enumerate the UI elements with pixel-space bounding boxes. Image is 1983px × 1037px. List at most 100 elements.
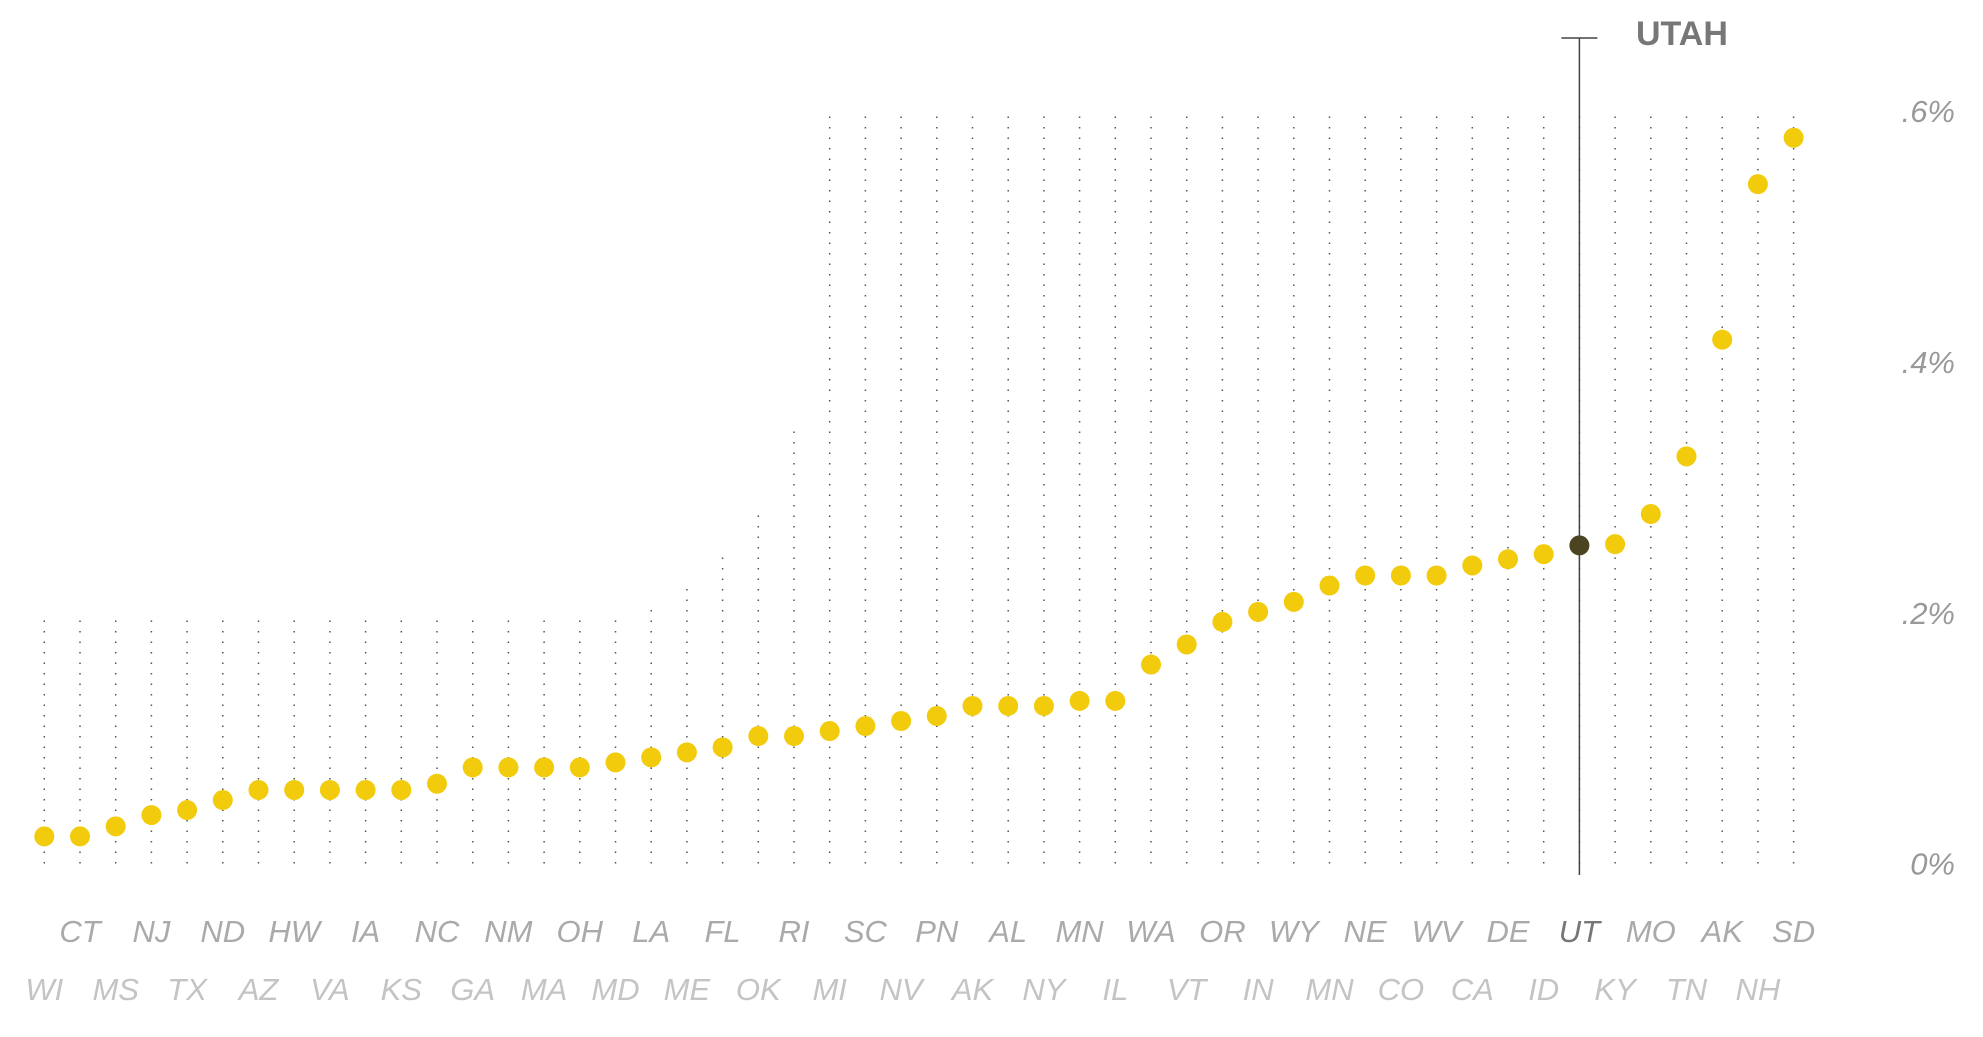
- dot: [1212, 611, 1233, 632]
- x-tick-label: AK: [950, 972, 995, 1007]
- x-tick-label: WI: [25, 972, 63, 1007]
- x-tick-label: NE: [1344, 914, 1387, 949]
- x-tick-label: LA: [632, 914, 670, 949]
- x-tick-label: GA: [450, 972, 495, 1007]
- dot: [1569, 535, 1590, 556]
- dot: [1426, 565, 1447, 586]
- dot: [462, 757, 483, 778]
- x-tick-label: AL: [987, 914, 1027, 949]
- dot: [1176, 634, 1197, 655]
- x-tick-label: NM: [484, 914, 532, 949]
- x-tick-label: WV: [1412, 914, 1465, 949]
- dot: [498, 757, 519, 778]
- x-tick-label: FL: [705, 914, 741, 949]
- dot: [819, 721, 840, 742]
- x-tick-label: VA: [310, 972, 350, 1007]
- dot: [569, 757, 590, 778]
- dot: [427, 773, 447, 794]
- x-tick-label: IN: [1243, 972, 1275, 1007]
- x-tick-label: TX: [167, 972, 208, 1007]
- y-tick-label: .4%: [1902, 345, 1955, 380]
- dot: [1462, 555, 1483, 576]
- x-tick-label: NH: [1736, 972, 1781, 1007]
- dot: [1783, 127, 1804, 148]
- x-tick-label: SD: [1772, 914, 1815, 949]
- x-tick-label: NV: [880, 972, 926, 1007]
- dot: [1498, 549, 1518, 570]
- x-tick-label: HW: [268, 914, 322, 949]
- x-tick-label: AZ: [237, 972, 280, 1007]
- dot: [998, 695, 1019, 716]
- x-tick-label: TN: [1666, 972, 1708, 1007]
- dot: [1105, 690, 1126, 711]
- x-tick-label: ND: [200, 914, 245, 949]
- dot: [1283, 591, 1304, 612]
- x-tick-label: NC: [415, 914, 460, 949]
- dot: [141, 805, 162, 826]
- x-tick-label: KY: [1594, 972, 1638, 1007]
- dot: [391, 779, 412, 800]
- y-tick-label: 0%: [1910, 847, 1955, 882]
- x-tick-label: PN: [915, 914, 959, 949]
- dot: [1319, 575, 1340, 596]
- dot: [712, 737, 733, 758]
- dot: [891, 710, 912, 731]
- x-tick-label: CT: [59, 914, 102, 949]
- dot: [1390, 565, 1411, 586]
- x-tick-label: RI: [779, 914, 810, 949]
- highlight-label: UTAH: [1636, 15, 1728, 53]
- x-tick-label: IA: [351, 914, 380, 949]
- dot: [962, 695, 983, 716]
- x-tick-label: OH: [557, 914, 604, 949]
- x-tick-label: OK: [736, 972, 782, 1007]
- x-tick-label: MO: [1626, 914, 1676, 949]
- x-tick-label: NJ: [132, 914, 170, 949]
- dot: [284, 779, 305, 800]
- dot: [177, 800, 198, 821]
- dot: [1033, 695, 1054, 716]
- x-tick-label: OR: [1199, 914, 1246, 949]
- x-tick-label: MN: [1305, 972, 1354, 1007]
- dot: [1747, 174, 1768, 195]
- x-tick-label: MD: [591, 972, 639, 1007]
- dot: [1640, 504, 1661, 525]
- dot: [1676, 446, 1697, 467]
- dot: [34, 826, 55, 847]
- x-tick-label: WY: [1269, 914, 1321, 949]
- y-tick-label: .2%: [1902, 596, 1955, 631]
- x-tick-label: CO: [1378, 972, 1425, 1007]
- dot: [1141, 654, 1161, 675]
- dot: [105, 816, 126, 837]
- dot: [855, 716, 876, 737]
- x-tick-label: DE: [1486, 914, 1529, 949]
- x-tick-label: UT: [1559, 914, 1602, 949]
- dot: [605, 752, 626, 773]
- y-tick-label: .6%: [1902, 94, 1955, 129]
- dot: [641, 747, 662, 768]
- x-tick-label: MS: [92, 972, 139, 1007]
- dot: [70, 826, 90, 847]
- dot: [748, 726, 769, 747]
- dot: [1355, 565, 1376, 586]
- x-tick-label: ID: [1528, 972, 1559, 1007]
- x-tick-label: MN: [1055, 914, 1104, 949]
- dot: [248, 779, 269, 800]
- dot: [784, 726, 804, 747]
- dot: [676, 742, 697, 763]
- x-tick-label: VT: [1167, 972, 1209, 1007]
- dot: [355, 779, 376, 800]
- dot: [1712, 329, 1733, 350]
- dot: [212, 790, 233, 811]
- x-tick-label: NY: [1022, 972, 1067, 1007]
- dot: [1605, 534, 1626, 555]
- dot: [926, 705, 947, 726]
- x-tick-label: CA: [1451, 972, 1494, 1007]
- x-tick-label: SC: [844, 914, 888, 949]
- x-tick-label: AK: [1700, 914, 1745, 949]
- dot: [1069, 690, 1090, 711]
- x-tick-label: ME: [664, 972, 711, 1007]
- x-tick-label: MI: [812, 972, 847, 1007]
- dot: [534, 757, 555, 778]
- x-tick-label: MA: [521, 972, 568, 1007]
